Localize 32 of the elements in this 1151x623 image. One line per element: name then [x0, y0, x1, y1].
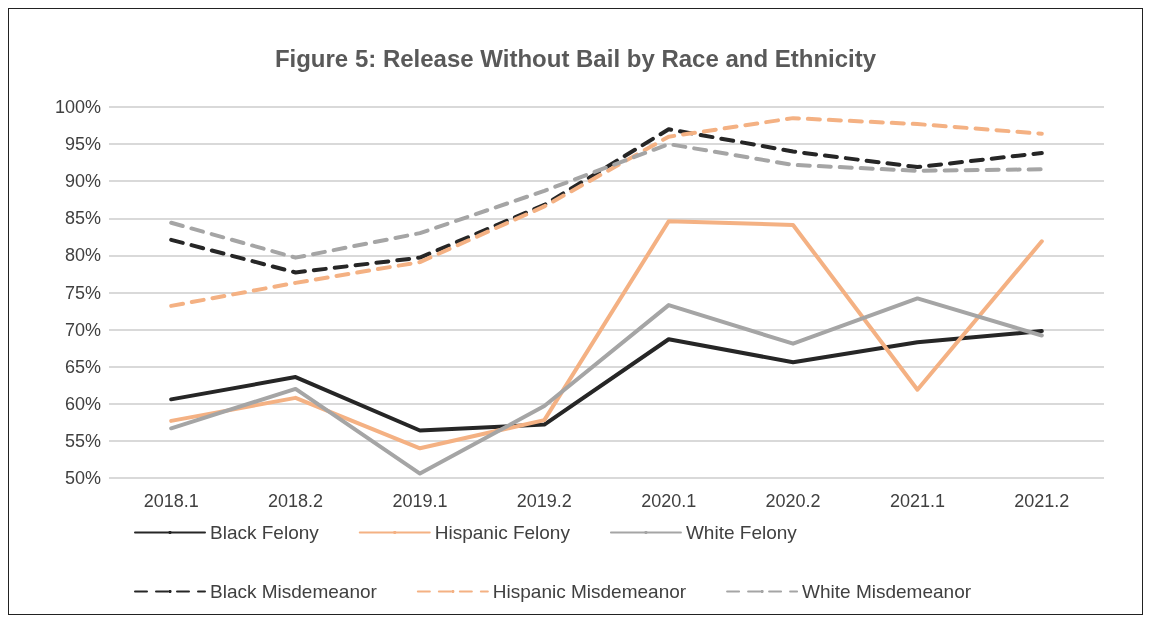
- line-series: [169, 116, 1044, 308]
- line-series: [169, 329, 1044, 433]
- legend-label: Hispanic Misdemeanor: [492, 581, 687, 602]
- y-tick-label: 75%: [64, 282, 101, 303]
- legend-label: White Felony: [685, 522, 798, 543]
- x-tick-label: 2021.2: [1014, 491, 1070, 511]
- legend-label: Hispanic Felony: [434, 522, 571, 543]
- y-tick-label: 85%: [64, 208, 101, 229]
- y-tick-label: 70%: [64, 319, 101, 340]
- x-tick-label: 2020.1: [641, 491, 697, 511]
- line-series: [169, 296, 1044, 476]
- x-tick-label: 2019.1: [392, 491, 448, 511]
- x-tick-label: 2018.1: [143, 491, 199, 511]
- y-tick-label: 60%: [64, 393, 101, 414]
- legend-label: Black Misdemeanor: [210, 581, 378, 602]
- y-tick-label: 90%: [64, 171, 101, 192]
- y-tick-label: 80%: [64, 245, 101, 266]
- line-series: [169, 219, 1044, 451]
- y-tick-label: 65%: [64, 356, 101, 377]
- line-series: [169, 127, 1044, 275]
- legend-label: Black Felony: [210, 522, 320, 543]
- line-series: [169, 142, 1044, 260]
- x-tick-label: 2019.2: [516, 491, 572, 511]
- x-tick-label: 2020.2: [765, 491, 821, 511]
- chart-title: Figure 5: Release Without Bail by Race and Ethnicity: [274, 44, 877, 72]
- y-tick-label: 100%: [54, 97, 101, 117]
- legend-label: White Misdemeanor: [802, 581, 972, 602]
- x-tick-label: 2021.1: [889, 491, 945, 511]
- y-tick-label: 95%: [64, 134, 101, 155]
- y-tick-label: 55%: [64, 430, 101, 451]
- x-tick-label: 2018.2: [268, 491, 324, 511]
- y-tick-label: 50%: [64, 468, 101, 488]
